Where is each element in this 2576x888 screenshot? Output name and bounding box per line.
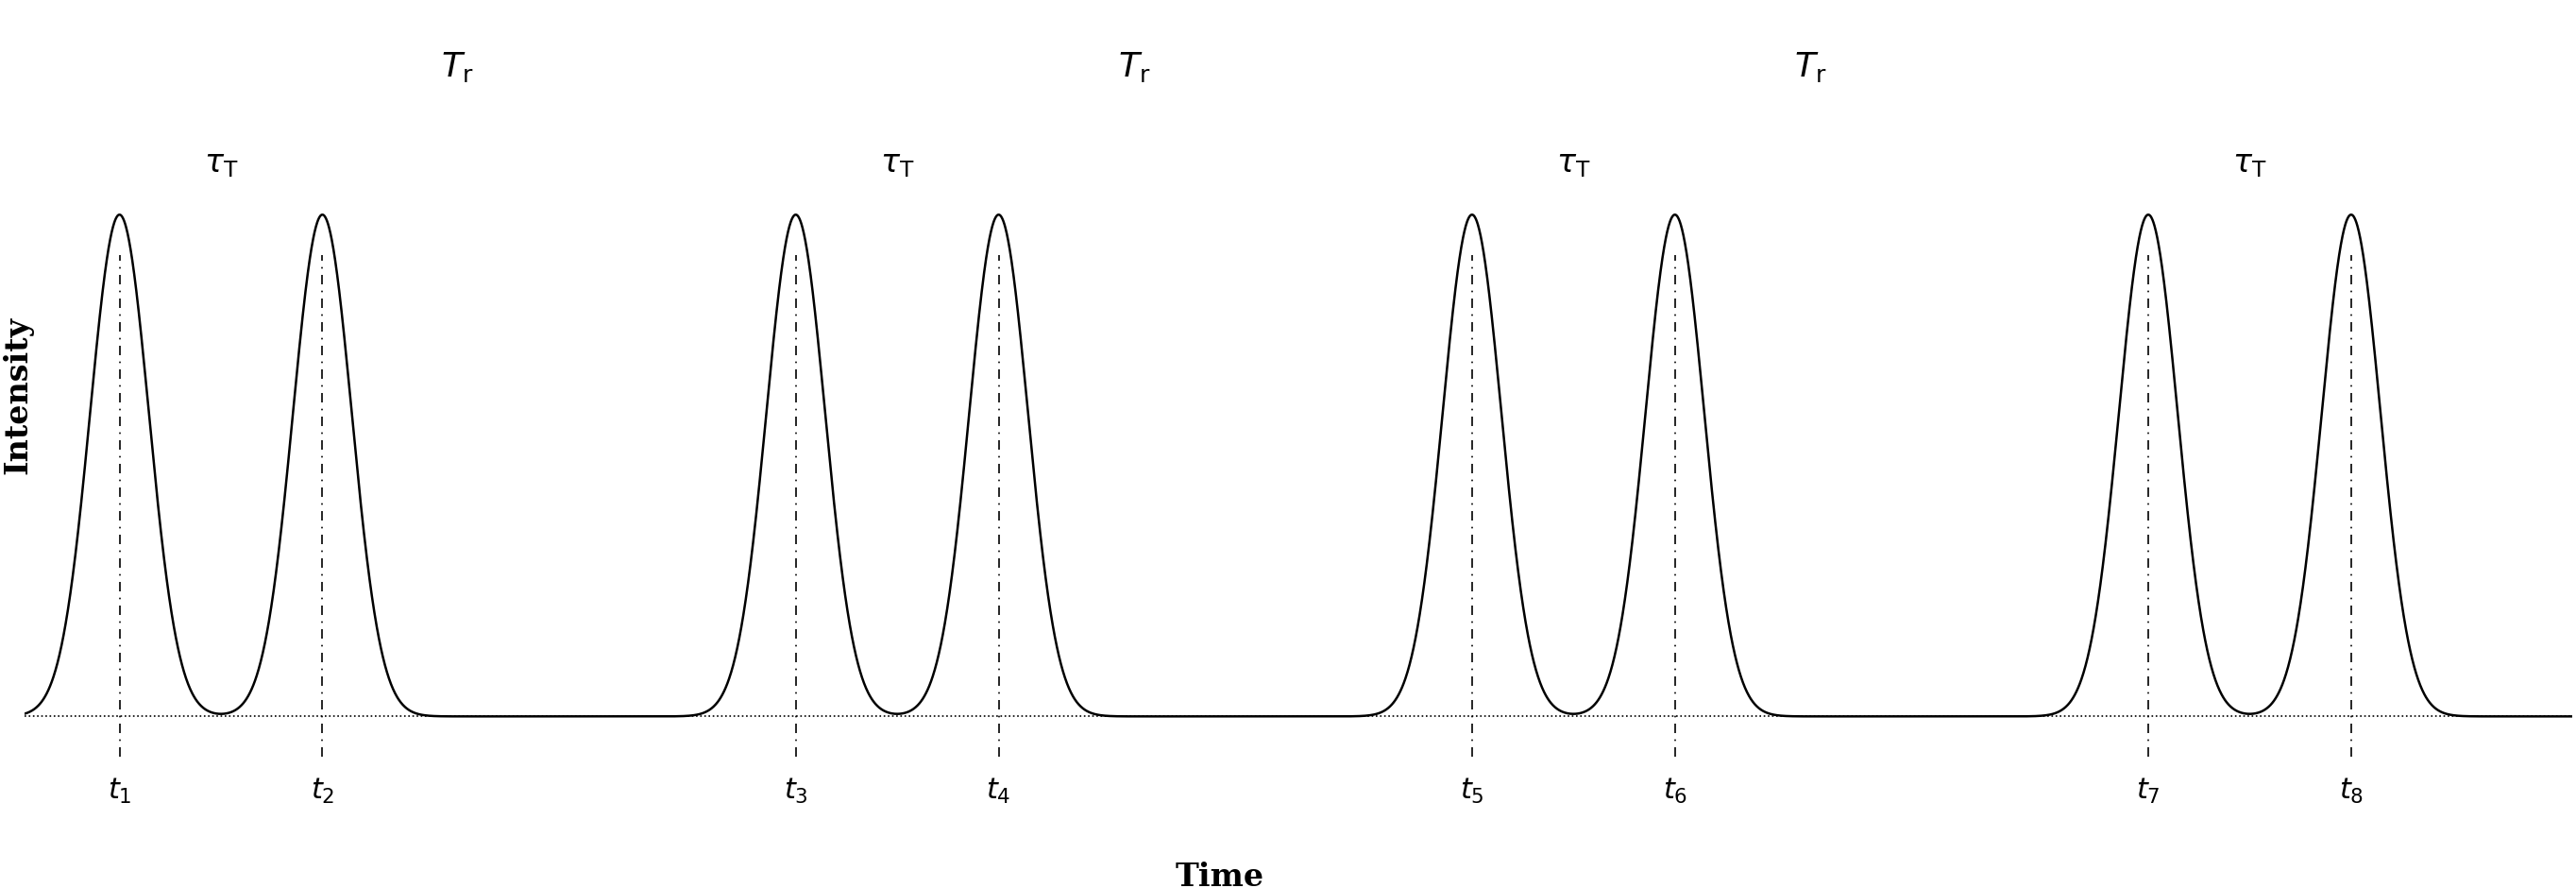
Text: $t_8$: $t_8$ — [2339, 777, 2365, 806]
Text: $t_4$: $t_4$ — [987, 777, 1012, 806]
Text: $\tau_{\rm T}$: $\tau_{\rm T}$ — [204, 149, 237, 179]
Text: Time: Time — [1175, 861, 1265, 888]
Text: $\tau_{\rm T}$: $\tau_{\rm T}$ — [1556, 149, 1589, 179]
Text: $\tau_{\rm T}$: $\tau_{\rm T}$ — [881, 149, 914, 179]
Text: $t_7$: $t_7$ — [2136, 777, 2161, 806]
Text: $T_{\rm r}$: $T_{\rm r}$ — [440, 51, 474, 84]
Text: $T_{\rm r}$: $T_{\rm r}$ — [1793, 51, 1826, 84]
Text: $\tau_{\rm T}$: $\tau_{\rm T}$ — [2233, 149, 2267, 179]
Text: $t_3$: $t_3$ — [783, 777, 809, 806]
Text: $t_1$: $t_1$ — [108, 777, 131, 806]
Text: $T_{\rm r}$: $T_{\rm r}$ — [1118, 51, 1149, 84]
Text: $t_2$: $t_2$ — [309, 777, 335, 806]
Text: $t_5$: $t_5$ — [1461, 777, 1484, 806]
Text: Intensity: Intensity — [3, 316, 33, 474]
Text: $t_6$: $t_6$ — [1662, 777, 1687, 806]
